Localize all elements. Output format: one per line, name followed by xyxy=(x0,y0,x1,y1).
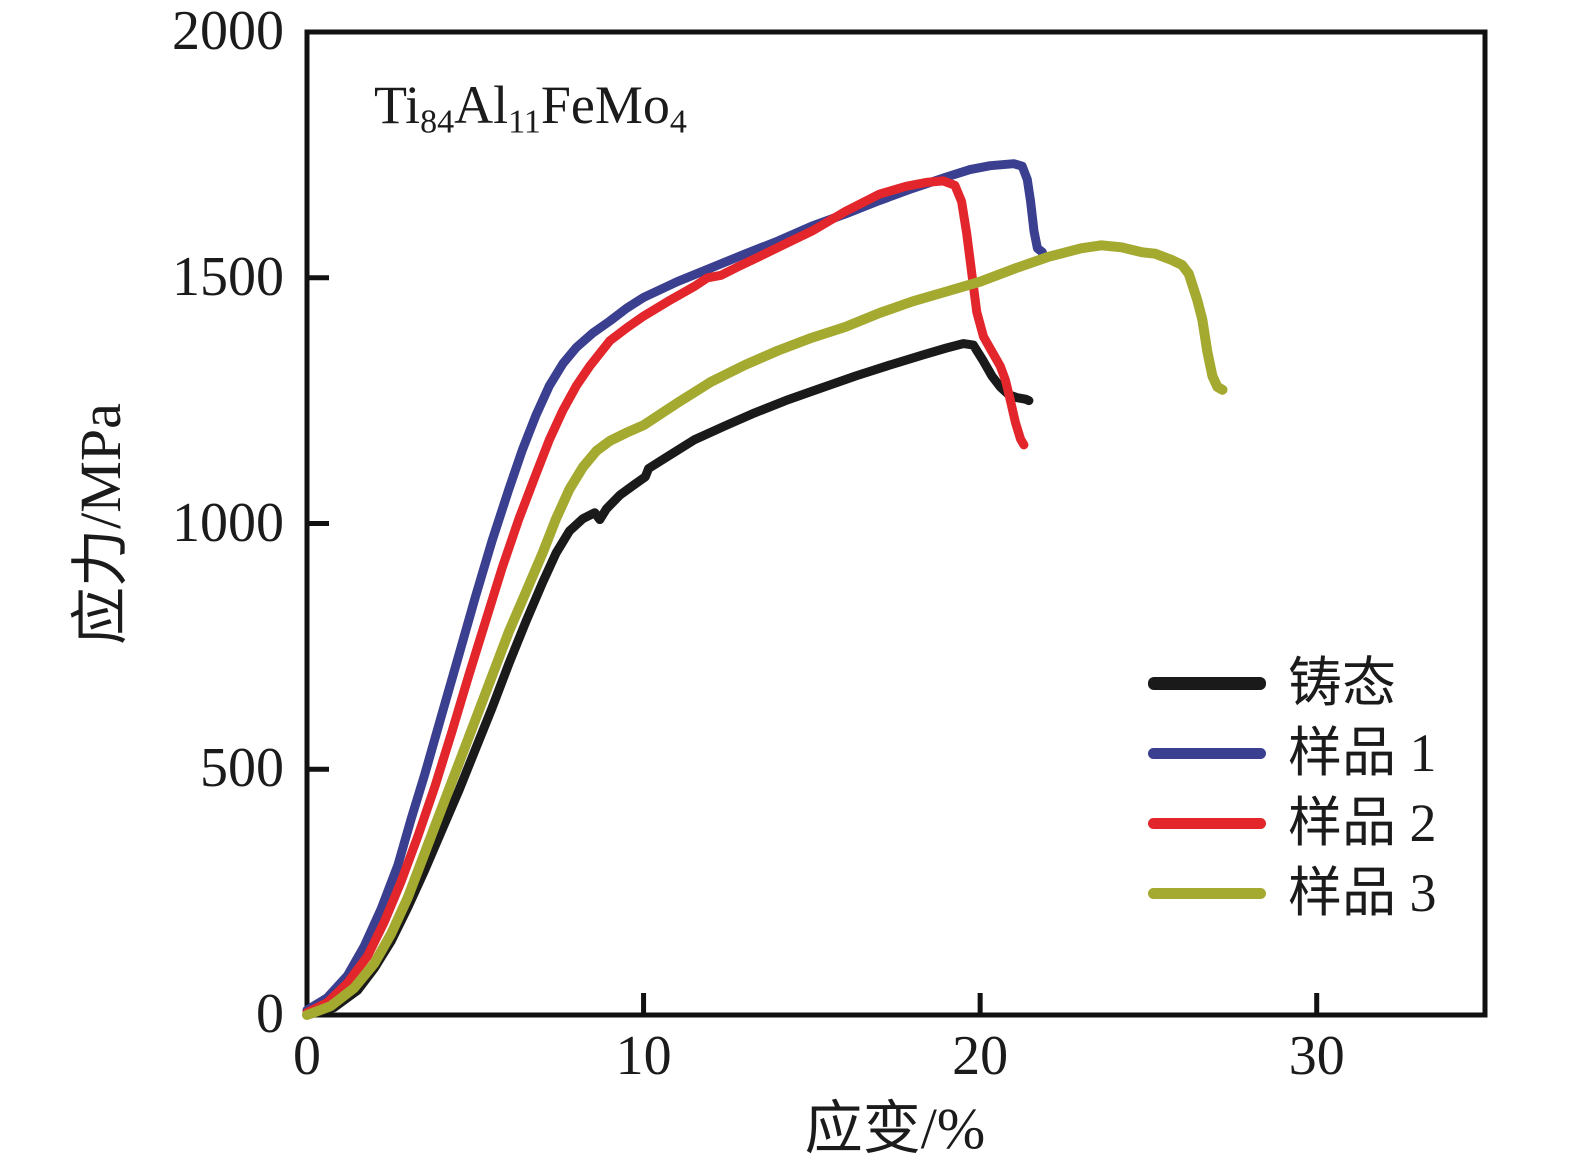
formula-subscript: 4 xyxy=(669,103,687,141)
legend-label: 样品 3 xyxy=(1288,863,1437,923)
legend-row: 样品 3 xyxy=(1148,858,1437,928)
legend-row: 铸态 xyxy=(1148,648,1437,718)
legend-line-swatch xyxy=(1148,887,1266,899)
curve-样品 1 xyxy=(302,159,1047,1015)
formula-text: FeMo xyxy=(540,75,670,135)
x-tick-label-20: 20 xyxy=(952,1025,1009,1087)
x-tick-label-0: 0 xyxy=(293,1025,321,1087)
formula-text: Al xyxy=(454,75,509,135)
y-tick-label-500: 500 xyxy=(200,737,284,800)
legend-row: 样品 2 xyxy=(1148,788,1437,858)
x-tick-label-10: 10 xyxy=(615,1025,672,1087)
legend-label: 铸态 xyxy=(1288,653,1396,713)
legend: 铸态样品 1 样品 2 样品 3 xyxy=(1148,648,1437,928)
y-tick-label-1000: 1000 xyxy=(172,491,284,554)
formula-text: Ti xyxy=(374,75,421,135)
legend-line-swatch xyxy=(1148,747,1266,759)
plot-frame xyxy=(304,29,1488,1018)
x-tick-label-30: 30 xyxy=(1288,1025,1345,1087)
legend-line-swatch xyxy=(1148,676,1266,690)
legend-label: 样品 2 xyxy=(1288,793,1437,853)
alloy-formula-annotation: Ti84Al11FeMo4 xyxy=(374,75,687,141)
formula-subscript: 11 xyxy=(508,103,541,141)
x-axis-title: 应变/% xyxy=(804,1096,986,1161)
y-tick-label-1500: 1500 xyxy=(172,245,284,308)
y-tick-label-0: 0 xyxy=(256,982,284,1045)
curve-样品 3 xyxy=(302,240,1228,1020)
legend-row: 样品 1 xyxy=(1148,718,1437,788)
formula-subscript: 84 xyxy=(420,103,455,141)
legend-line-swatch xyxy=(1148,817,1266,829)
legend-label: 样品 1 xyxy=(1288,723,1437,783)
curve-铸态 xyxy=(302,339,1034,1020)
curve-样品 2 xyxy=(302,176,1029,1017)
y-tick-label-2000: 2000 xyxy=(172,0,284,62)
